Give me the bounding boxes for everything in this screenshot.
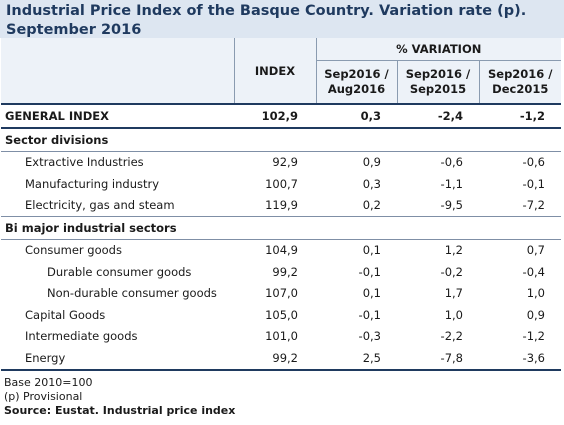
cell-var-dec2015: 1,0 <box>526 286 545 301</box>
row-label: Consumer goods <box>25 243 122 258</box>
header-col-line1: Sep2016 / <box>405 66 471 81</box>
row-label: Durable consumer goods <box>47 264 192 279</box>
cell-var-dec2015: -0,4 <box>522 264 545 279</box>
footnote-provisional: (p) Provisional <box>4 389 83 403</box>
header-row-top: INDEX % VARIATION <box>1 38 561 105</box>
cell-var-aug2016: 0,1 <box>362 286 381 301</box>
table-row: Extractive Industries 92,9 0,9 -0,6 -0,6 <box>1 151 561 173</box>
cell-var-aug2016: -0,1 <box>358 264 381 279</box>
cell-var-sep2015: 1,7 <box>444 286 463 301</box>
header-col-dec2015: Sep2016 / Dec2015 <box>478 60 561 105</box>
cell-var-dec2015: -1,2 <box>522 329 545 344</box>
title-line-2: September 2016 <box>6 22 142 38</box>
cell-var-dec2015: -7,2 <box>522 198 545 213</box>
cell-index: 101,0 <box>265 329 298 344</box>
cell-var-aug2016: -0,3 <box>358 329 381 344</box>
cell-var-sep2015: -9,5 <box>440 198 463 213</box>
cell-var-aug2016: 0,9 <box>362 155 381 170</box>
header-row-cols: Sep2016 / Aug2016 Sep2016 / Sep2015 Sep2… <box>1 60 561 105</box>
header-variation: % VARIATION <box>315 38 561 61</box>
cell-var-aug2016: -0,1 <box>358 307 381 322</box>
cell-var-dec2015: 0,7 <box>526 243 545 258</box>
header-col-line2: Sep2015 <box>409 81 467 96</box>
cell-index: 105,0 <box>265 307 298 322</box>
cell-var-dec2015: -3,6 <box>479 347 561 371</box>
table-row: Intermediate goods 101,0 -0,3 -2,2 -1,2 <box>1 326 561 348</box>
header-col-line2: Aug2016 <box>327 81 386 96</box>
footnote-source: Source: Eustat. Industrial price index <box>4 403 236 417</box>
table-row-general-index: GENERAL INDEX 102,9 0,3 -2,4 -1,2 <box>1 104 561 129</box>
row-label: Extractive Industries <box>25 155 144 170</box>
cell-var-aug2016: 0,3 <box>362 176 381 191</box>
cell-var-aug2016: 0,1 <box>362 243 381 258</box>
cell-var-aug2016: 2,5 <box>316 347 397 371</box>
row-label: Electricity, gas and steam <box>25 198 175 213</box>
cell-var-sep2015: -2,2 <box>440 329 463 344</box>
footnote-base: Base 2010=100 <box>4 375 93 389</box>
section-title: Sector divisions <box>1 128 561 152</box>
table-title: Industrial Price Index of the Basque Cou… <box>0 0 564 38</box>
section-sector-divisions: Sector divisions <box>1 128 561 152</box>
header-col-line1: Sep2016 / <box>324 66 389 81</box>
header-col-aug2016: Sep2016 / Aug2016 <box>315 60 397 105</box>
table-row: Manufacturing industry 100,7 0,3 -1,1 -0… <box>1 173 561 195</box>
table-row: Energy 99,2 2,5 -7,8 -3,6 <box>1 347 561 371</box>
cell-index: 107,0 <box>265 286 298 301</box>
cell-var-sep2015: -0,2 <box>440 264 463 279</box>
table-row: Durable consumer goods 99,2 -0,1 -0,2 -0… <box>1 261 561 283</box>
title-line-1: Industrial Price Index of the Basque Cou… <box>6 3 527 19</box>
cell-index: 104,9 <box>265 243 298 258</box>
cell-var-aug2016: 0,3 <box>316 104 397 129</box>
cell-var-aug2016: 0,2 <box>362 198 381 213</box>
cell-var-sep2015: -7,8 <box>397 347 479 371</box>
table-footnotes: Base 2010=100 (p) Provisional Source: Eu… <box>0 376 564 418</box>
table-row: Non-durable consumer goods 107,0 0,1 1,7… <box>1 283 561 305</box>
header-col-line2: Dec2015 <box>492 81 549 96</box>
header-index: INDEX <box>233 38 316 105</box>
cell-var-dec2015: -0,1 <box>522 176 545 191</box>
cell-index: 100,7 <box>265 176 298 191</box>
cell-var-sep2015: 1,2 <box>444 243 463 258</box>
cell-index: 102,9 <box>234 104 316 129</box>
row-label: GENERAL INDEX <box>1 104 234 129</box>
cell-var-sep2015: -1,1 <box>440 176 463 191</box>
cell-index: 92,9 <box>272 155 298 170</box>
cell-index: 99,2 <box>234 347 316 371</box>
cell-index: 99,2 <box>272 264 298 279</box>
table-row: Consumer goods 104,9 0,1 1,2 0,7 <box>1 239 561 261</box>
header-blank <box>1 38 234 105</box>
cell-var-sep2015: -2,4 <box>397 104 479 129</box>
cell-var-dec2015: -1,2 <box>479 104 561 129</box>
section-title: Bi major industrial sectors <box>1 216 561 240</box>
cell-var-sep2015: 1,0 <box>444 307 463 322</box>
cell-index: 119,9 <box>265 198 298 213</box>
price-index-table: INDEX % VARIATION Sep2016 / Aug2016 Sep2… <box>1 38 561 371</box>
section-bi-major-sectors: Bi major industrial sectors <box>1 216 561 240</box>
row-label: Intermediate goods <box>25 329 138 344</box>
header-col-sep2015: Sep2016 / Sep2015 <box>396 60 479 105</box>
table-row: Electricity, gas and steam 119,9 0,2 -9,… <box>1 195 561 217</box>
row-label: Non-durable consumer goods <box>47 286 217 301</box>
cell-var-sep2015: -0,6 <box>440 155 463 170</box>
table-row: Capital Goods 105,0 -0,1 1,0 0,9 <box>1 304 561 326</box>
row-label: Capital Goods <box>25 307 106 322</box>
row-label: Manufacturing industry <box>25 176 160 191</box>
row-label: Energy <box>1 347 234 371</box>
cell-var-dec2015: 0,9 <box>526 307 545 322</box>
header-col-line1: Sep2016 / <box>487 66 553 81</box>
cell-var-dec2015: -0,6 <box>522 155 545 170</box>
